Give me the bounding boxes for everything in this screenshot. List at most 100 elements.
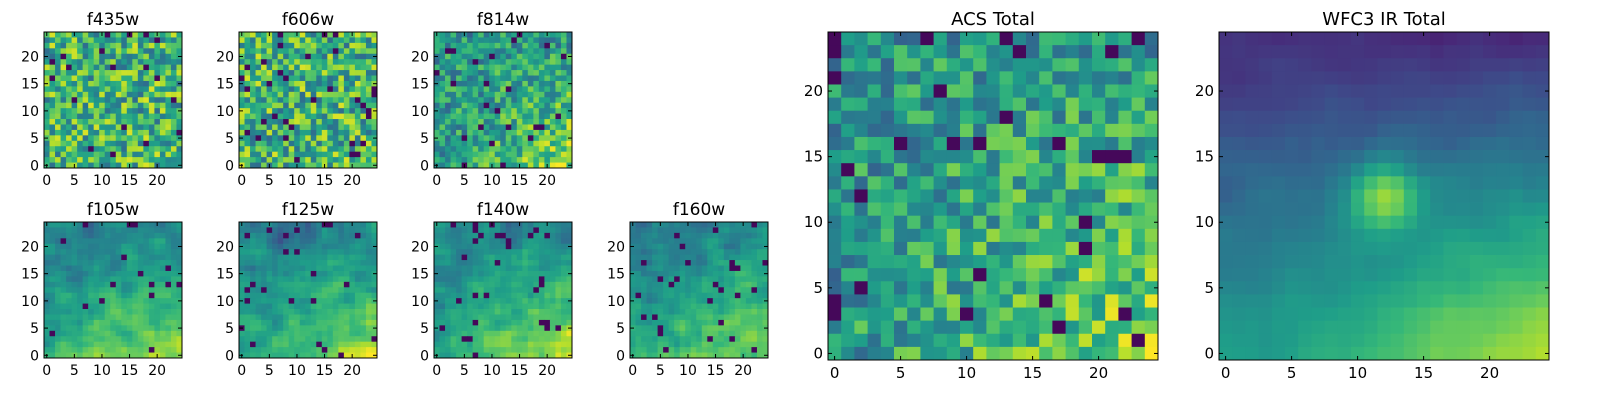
heatmap-cell <box>176 59 183 66</box>
heatmap-cell <box>544 232 551 239</box>
heatmap-cell <box>494 113 501 120</box>
heatmap-cell <box>641 222 647 228</box>
heatmap-cell <box>343 227 350 234</box>
heatmap-cell <box>450 129 457 136</box>
heatmap-cell <box>1052 123 1066 138</box>
heatmap-cell <box>255 352 262 359</box>
heatmap-cell <box>690 249 697 256</box>
heatmap-cell <box>434 124 440 131</box>
heatmap-cell <box>544 270 551 277</box>
heatmap-cell <box>44 341 50 348</box>
heatmap-cell <box>740 341 747 348</box>
heatmap-cell <box>756 243 763 250</box>
heatmap-cell <box>277 32 284 38</box>
heatmap-cell <box>461 124 468 131</box>
heatmap-cell <box>439 330 446 337</box>
heatmap-cell <box>250 151 256 158</box>
heatmap-cell <box>533 113 540 120</box>
heatmap-cell <box>439 59 446 66</box>
heatmap-cell <box>756 341 763 348</box>
heatmap-cell <box>854 97 868 112</box>
heatmap-cell <box>674 265 681 272</box>
heatmap-cell <box>159 347 166 353</box>
heatmap-cell <box>549 146 556 153</box>
heatmap-cell <box>674 303 681 310</box>
heatmap-cell <box>494 135 501 142</box>
heatmap-cell <box>371 70 378 76</box>
heatmap-cell <box>933 110 948 125</box>
heatmap-cell <box>1118 84 1132 98</box>
heatmap-cell <box>478 319 485 326</box>
heatmap-cell <box>894 176 908 190</box>
heatmap-cell <box>461 276 468 283</box>
heatmap-cell <box>71 75 78 82</box>
heatmap-cell <box>516 124 523 131</box>
heatmap-cell <box>533 97 540 104</box>
heatmap-cell <box>332 157 339 163</box>
heatmap-cell <box>365 80 372 87</box>
heatmap-cell <box>483 243 490 250</box>
heatmap-cell <box>555 102 562 109</box>
heatmap-cell <box>439 119 446 125</box>
heatmap-cell <box>483 75 490 82</box>
heatmap-cell <box>533 232 540 239</box>
heatmap-cell <box>472 281 479 288</box>
heatmap-cell <box>288 287 295 294</box>
heatmap-cell <box>489 102 496 109</box>
heatmap-cell <box>49 319 56 326</box>
heatmap-cell <box>49 232 56 239</box>
heatmap-cell <box>555 314 562 321</box>
heatmap-cell <box>283 80 290 87</box>
heatmap-cell <box>239 59 245 66</box>
heatmap-cell <box>718 227 725 234</box>
heatmap-cell <box>494 330 501 337</box>
heatmap-cell <box>652 287 658 294</box>
heatmap-cell <box>93 91 100 98</box>
heatmap-cell <box>93 75 100 82</box>
heatmap-cell <box>445 222 451 228</box>
heatmap-cell <box>88 352 95 359</box>
heatmap-cell <box>327 59 334 66</box>
heatmap-cell <box>360 135 367 142</box>
heatmap-cell <box>148 287 155 294</box>
heatmap-cell <box>483 32 490 38</box>
heatmap-cell <box>635 325 642 332</box>
heatmap-cell <box>505 222 512 228</box>
heatmap-cell <box>538 319 545 326</box>
heatmap-cell <box>635 265 642 272</box>
heatmap-cell <box>467 119 474 125</box>
heatmap-cell <box>538 97 545 104</box>
heatmap-cell <box>756 314 763 321</box>
heatmap-cell <box>316 303 323 310</box>
heatmap-cell <box>505 162 512 169</box>
heatmap-cell <box>685 325 692 332</box>
heatmap-cell <box>261 260 267 266</box>
heatmap-cell <box>294 64 301 71</box>
heatmap-cell <box>472 140 479 147</box>
heatmap-cell <box>283 352 290 359</box>
heatmap-cell <box>137 298 144 304</box>
heatmap-cell <box>472 59 479 66</box>
heatmap-cell <box>255 303 262 310</box>
heatmap-cell <box>321 309 328 315</box>
heatmap-cell <box>44 129 50 136</box>
heatmap-cell <box>321 42 328 49</box>
heatmap-cell <box>121 314 128 321</box>
heatmap-cell <box>349 330 356 337</box>
heatmap-cell <box>244 59 251 66</box>
heatmap-cell <box>299 75 306 82</box>
heatmap-cell <box>467 281 474 288</box>
heatmap-cell <box>538 249 545 256</box>
heatmap-cell <box>294 108 301 114</box>
heatmap-cell <box>527 119 534 125</box>
heatmap-cell <box>734 254 741 261</box>
heatmap-cell <box>920 202 934 217</box>
heatmap-cell <box>439 254 446 261</box>
heatmap-cell <box>115 80 122 87</box>
heatmap-cell <box>305 151 312 158</box>
heatmap-cell <box>132 222 139 228</box>
heatmap-cell <box>239 232 245 239</box>
heatmap-cell <box>867 45 882 59</box>
heatmap-cell <box>115 298 122 304</box>
